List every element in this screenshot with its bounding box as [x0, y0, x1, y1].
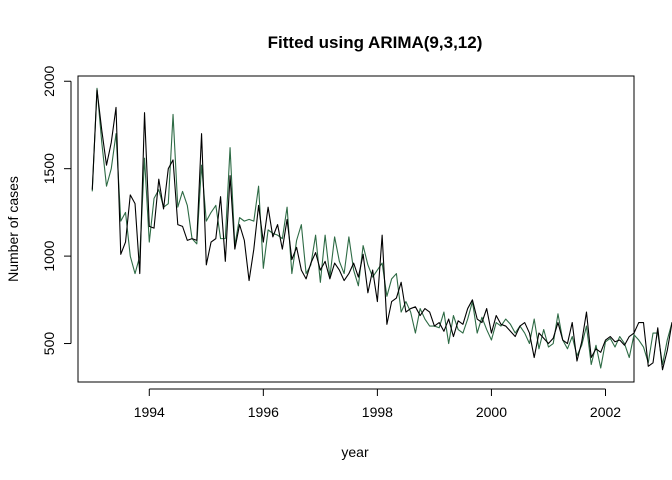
chart-title: Fitted using ARIMA(9,3,12) [268, 33, 483, 52]
y-axis: 500 1000 1500 2000 [41, 65, 72, 356]
y-tick-label-3: 2000 [41, 65, 57, 96]
series-layer [91, 87, 672, 371]
y-tick-label-2: 1500 [41, 153, 57, 184]
plot-box [77, 75, 635, 383]
x-axis: 1994 1996 1998 2000 2002 [134, 388, 621, 420]
x-tick-label-2: 1998 [362, 404, 393, 420]
series-line-1 [91, 89, 672, 371]
x-axis-label: year [341, 444, 369, 460]
x-tick-label-3: 2000 [476, 404, 507, 420]
x-tick-label-4: 2002 [590, 404, 621, 420]
y-tick-label-0: 500 [41, 332, 57, 356]
y-axis-label: Number of cases [5, 176, 21, 282]
y-tick-label-1: 1000 [41, 240, 57, 271]
series-line-2 [91, 87, 672, 369]
x-tick-label-0: 1994 [134, 404, 165, 420]
x-tick-label-1: 1996 [248, 404, 279, 420]
